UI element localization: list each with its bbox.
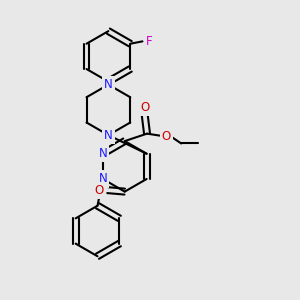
Text: O: O: [94, 184, 103, 196]
Text: O: O: [162, 130, 171, 142]
Text: O: O: [94, 184, 103, 196]
Text: N: N: [104, 78, 113, 91]
Text: N: N: [104, 129, 113, 142]
Text: O: O: [140, 101, 149, 114]
Text: N: N: [98, 147, 107, 160]
Text: O: O: [162, 130, 171, 142]
Text: N: N: [104, 129, 113, 142]
Text: N: N: [104, 78, 113, 91]
Text: N: N: [98, 172, 107, 185]
Text: O: O: [140, 101, 149, 114]
Text: N: N: [98, 147, 107, 160]
Text: N: N: [98, 172, 107, 185]
Text: F: F: [146, 35, 152, 48]
Text: F: F: [146, 35, 152, 48]
